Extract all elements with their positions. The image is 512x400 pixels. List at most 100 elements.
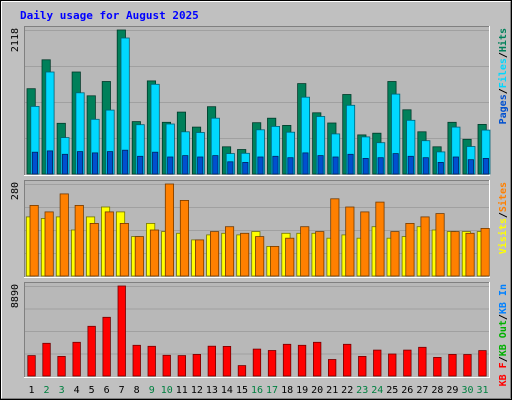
x-tick-label-day-3: 3 (59, 385, 65, 396)
legend-3: KB F/KB Out/KB In (498, 284, 509, 386)
bar-sites-day-undefined (300, 226, 310, 277)
chart-title: Daily usage for August 2025 (20, 9, 199, 22)
bar-kb-f-day-undefined (478, 350, 487, 377)
series-pages (31, 149, 489, 175)
bar-pages-day-26 (407, 155, 414, 175)
bar-sites-day-undefined (345, 206, 355, 277)
bar-kb-f-day-undefined (463, 354, 472, 377)
legend-item-hits: Hits (497, 28, 509, 52)
bar-sites-day-undefined (44, 211, 54, 277)
legend-item-kb-in: KB In (498, 284, 509, 314)
bar-sites-day-undefined (74, 204, 84, 277)
bar-sites-day-undefined (255, 236, 265, 277)
bar-sites-day-undefined (435, 213, 445, 277)
x-tick-label-day-25: 25 (386, 385, 398, 396)
x-tick-label-day-28: 28 (431, 385, 443, 396)
bar-sites-day-undefined (360, 211, 370, 277)
bar-pages-day-12 (197, 156, 204, 175)
bar-kb-f-day-undefined (252, 348, 262, 377)
bar-kb-f-day-undefined (358, 355, 367, 377)
chart-panel-1: 2118 Pages/Files/Hits (10, 26, 509, 176)
x-tick-label-day-23: 23 (356, 385, 368, 396)
bar-pages-day-6 (107, 151, 114, 175)
bar-sites-day-undefined (420, 216, 430, 277)
bar-pages-day-25 (392, 153, 399, 175)
bar-pages-day-5 (92, 152, 99, 175)
x-tick-label-day-13: 13 (206, 385, 218, 396)
bar-pages-day-8 (137, 155, 144, 175)
bar-kb-f-day-undefined (403, 349, 412, 377)
y-max-label: 2118 (10, 28, 21, 52)
legend-item-visits: Visits (497, 218, 509, 254)
x-tick-label-day-1: 1 (28, 385, 34, 396)
bar-sites-day-undefined (59, 193, 69, 277)
x-tick-label-day-30: 30 (461, 385, 473, 396)
x-tick-label-day-5: 5 (89, 385, 95, 396)
bar-pages-day-31 (482, 157, 489, 175)
legend-separator: / (498, 314, 509, 320)
bar-pages-day-15 (242, 161, 249, 175)
bar-pages-day-4 (77, 151, 84, 175)
series-sites (29, 183, 490, 277)
bar-pages-day-9 (152, 151, 159, 175)
bar-pages-day-13 (212, 155, 219, 175)
legend-item-kb-f: KB F (498, 362, 509, 386)
bar-sites-day-undefined (240, 232, 250, 277)
bar-pages-day-28 (437, 161, 444, 175)
bar-sites-day-undefined (209, 231, 220, 277)
legend-1: Pages/Files/Hits (497, 28, 509, 124)
bar-pages-day-2 (46, 150, 53, 175)
bar-kb-f-day-undefined (267, 350, 277, 377)
bar-sites-day-undefined (119, 222, 129, 277)
y-max-label: 280 (10, 182, 21, 200)
x-tick-label-day-24: 24 (371, 385, 383, 396)
bar-pages-day-22 (347, 153, 354, 175)
legend-2: Visits/Sites (497, 182, 509, 254)
bar-pages-day-19 (302, 152, 309, 175)
x-tick-label-day-6: 6 (104, 385, 110, 396)
bar-sites-day-undefined (29, 204, 39, 277)
x-tick-label-day-17: 17 (266, 385, 278, 396)
bar-kb-f-day-undefined (418, 346, 427, 377)
bar-sites-day-undefined (270, 245, 280, 277)
bar-kb-f-day-undefined (207, 345, 217, 377)
bar-kb-f-day-undefined (312, 341, 322, 377)
bar-kb-f-day-undefined (57, 355, 66, 377)
bar-sites-day-undefined (375, 201, 385, 277)
bar-kb-f-day-undefined (342, 343, 352, 377)
bar-pages-day-11 (182, 155, 189, 175)
x-tick-label-day-10: 10 (161, 385, 173, 396)
bar-kb-f-day-undefined (27, 355, 36, 377)
bar-sites-day-undefined (224, 226, 235, 277)
y-max-label: 8890 (10, 284, 21, 308)
bar-sites-day-undefined (194, 239, 205, 277)
bar-pages-day-1 (31, 151, 38, 175)
bar-sites-day-undefined (315, 231, 325, 277)
legend-item-sites: Sites (497, 182, 509, 212)
bar-sites-day-undefined (104, 211, 114, 277)
bar-kb-f-day-undefined (448, 353, 457, 377)
legend-separator: / (498, 88, 509, 94)
bar-pages-day-23 (362, 157, 369, 175)
bar-kb-f-day-undefined (42, 342, 51, 377)
bar-kb-f-day-undefined (237, 365, 247, 377)
bar-kb-f-day-undefined (87, 325, 96, 377)
bar-kb-f-day-undefined (162, 354, 171, 377)
bar-kb-f-day-undefined (117, 285, 126, 377)
bar-kb-f-day-undefined (102, 316, 111, 377)
bar-sites-day-undefined (330, 198, 340, 277)
bar-pages-day-7 (122, 149, 129, 175)
bar-kb-f-day-undefined (282, 343, 292, 377)
bar-sites-day-undefined (134, 236, 144, 277)
legend-separator: / (498, 52, 509, 58)
bar-pages-day-27 (422, 157, 429, 175)
bar-sites-day-undefined (149, 229, 160, 277)
bar-sites-day-undefined (405, 222, 415, 277)
x-tick-label-day-19: 19 (296, 385, 308, 396)
bar-sites-day-undefined (179, 199, 190, 277)
x-tick-label-day-27: 27 (416, 385, 428, 396)
x-tick-label-day-11: 11 (176, 385, 188, 396)
bar-pages-day-30 (467, 159, 474, 175)
